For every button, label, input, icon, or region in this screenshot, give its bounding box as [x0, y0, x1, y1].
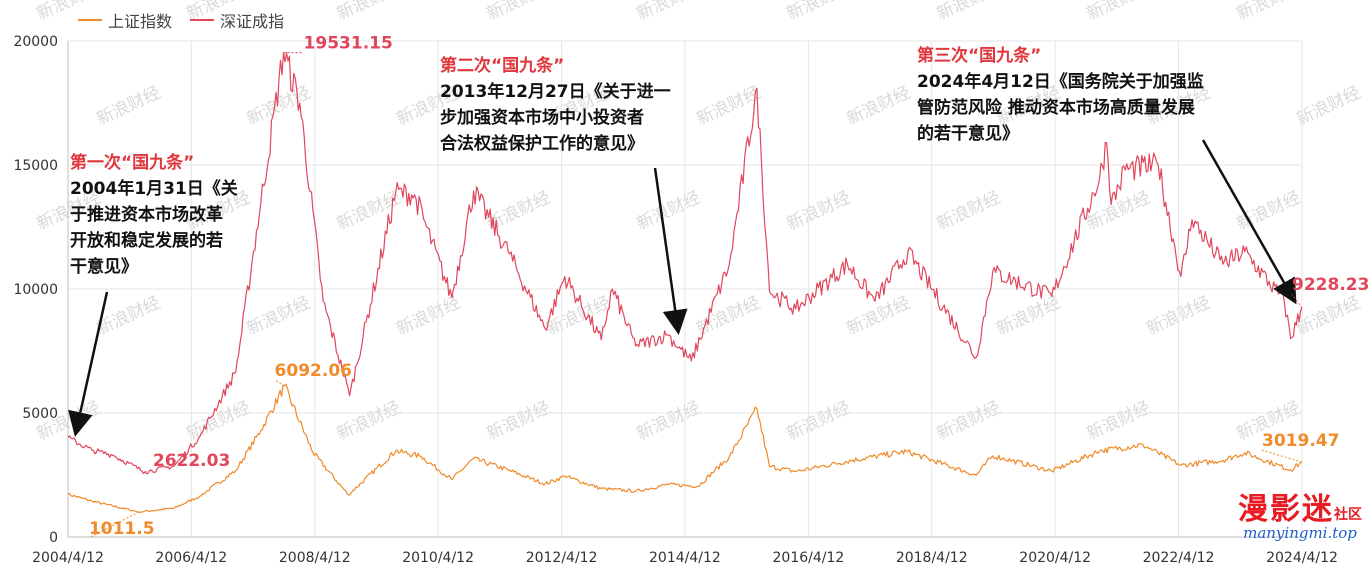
watermark-text: 新浪财经	[634, 398, 704, 445]
watermark-text: 新浪财经	[994, 293, 1064, 340]
legend-item-szse[interactable]: 深证成指	[190, 8, 284, 32]
series-line-sse	[67, 383, 1303, 514]
x-tick-label: 2006/4/12	[155, 550, 227, 566]
watermark-text: 新浪财经	[634, 188, 704, 235]
annotation-first-line: 干意见》	[70, 257, 138, 277]
watermark-text: 新浪财经	[634, 0, 704, 25]
watermark-text: 新浪财经	[934, 398, 1004, 445]
legend-swatch-szse	[190, 19, 215, 21]
data-label: 19531.15	[304, 34, 393, 54]
axes: 0 5000 10000 15000 20000 2004/4/12 2006/4/12 20…	[13, 34, 1337, 566]
x-tick-label: 2012/4/12	[526, 550, 598, 566]
annotation-second-line: 合法权益保护工作的意见》	[440, 134, 644, 154]
data-label: 3019.47	[1262, 431, 1339, 451]
y-tick-label: 0	[49, 530, 58, 546]
annotation-arrows	[68, 139, 1297, 437]
watermark-text: 新浪财经	[1234, 0, 1304, 25]
x-tick-label: 2024/4/12	[1266, 550, 1338, 566]
annotation-third-line: 的若干意见》	[917, 124, 1019, 144]
annotation-third: 第三次“国九条” 2024年4月12日《国务院关于加强监 管防范风险 推动资本市…	[917, 43, 1204, 147]
watermark-text: 新浪财经	[844, 83, 914, 130]
x-tick-label: 2022/4/12	[1143, 550, 1215, 566]
watermark-text: 新浪财经	[934, 0, 1004, 25]
watermark-main: 漫影迷	[1238, 492, 1334, 527]
series-line-szse	[67, 52, 1303, 475]
watermark-url: manyingmi.top	[1243, 524, 1357, 542]
watermark-text: 新浪财经	[784, 398, 854, 445]
legend-label-sse: 上证指数	[108, 12, 173, 31]
watermark-text: 新浪财经	[1084, 0, 1154, 25]
legend-label-szse: 深证成指	[220, 12, 285, 31]
annotation-first-title: 第一次“国九条”	[70, 153, 195, 173]
annotation-third-line: 管防范风险 推动资本市场高质量发展	[917, 98, 1195, 118]
watermark-text: 新浪财经	[484, 0, 554, 25]
data-label-leader	[88, 511, 140, 539]
annotation-second-line: 步加强资本市场中小投资者	[440, 108, 644, 128]
y-tick-label: 10000	[13, 282, 58, 298]
data-label: 2622.03	[153, 451, 230, 471]
annotation-second-title: 第二次“国九条”	[440, 56, 565, 76]
x-tick-label: 2016/4/12	[773, 550, 845, 566]
legend-item-sse[interactable]: 上证指数	[78, 8, 172, 32]
watermark-text: 新浪财经	[784, 0, 854, 25]
y-tick-label: 5000	[22, 406, 58, 422]
series-layer	[67, 52, 1303, 514]
watermark-logo: 漫影迷社区 manyingmi.top	[1238, 484, 1362, 542]
annotation-arrow	[653, 167, 688, 335]
annotation-first-line: 2004年1月31日《关	[70, 179, 238, 199]
data-label-leader	[274, 379, 285, 387]
watermark-text: 新浪财经	[334, 398, 404, 445]
watermark-text: 新浪财经	[1084, 398, 1154, 445]
watermark-text: 新浪财经	[394, 293, 464, 340]
annotation-third-title: 第三次“国九条”	[917, 46, 1042, 66]
legend: 上证指数 深证成指	[78, 8, 284, 32]
x-tick-label: 2014/4/12	[649, 550, 721, 566]
watermark-text: 新浪财经	[1294, 293, 1364, 340]
watermark-text: 新浪财经	[244, 293, 314, 340]
x-tick-label: 2010/4/12	[402, 550, 474, 566]
watermark-text: 新浪财经	[334, 188, 404, 235]
annotation-first-line: 开放和稳定发展的若	[70, 231, 223, 251]
data-label: 9228.23	[1292, 275, 1368, 295]
annotation-second: 第二次“国九条” 2013年12月27日《关于进一 步加强资本市场中小投资者 合…	[440, 53, 671, 157]
x-tick-label: 2020/4/12	[1019, 550, 1091, 566]
y-tick-label: 20000	[13, 34, 58, 50]
watermark-text: 新浪财经	[844, 293, 914, 340]
annotation-arrow	[1201, 139, 1297, 305]
watermark-text: 新浪财经	[784, 188, 854, 235]
legend-swatch-sse	[78, 19, 102, 21]
annotation-third-line: 2024年4月12日《国务院关于加强监	[917, 72, 1204, 92]
watermark-text: 新浪财经	[94, 83, 164, 130]
data-label-leader	[1261, 449, 1303, 463]
x-tick-label: 2008/4/12	[279, 550, 351, 566]
annotation-first-line: 于推进资本市场改革	[70, 205, 223, 225]
x-tick-label: 2018/4/12	[896, 550, 968, 566]
watermark-text: 新浪财经	[934, 188, 1004, 235]
annotation-arrow	[68, 291, 109, 437]
data-label-leader	[144, 469, 153, 473]
watermark-text: 新浪财经	[484, 398, 554, 445]
watermark-text: 新浪财经	[694, 293, 764, 340]
data-labels: 19531.15 6092.06 2622.03 1011.5 9228.23 3019.…	[88, 34, 1368, 539]
data-label: 6092.06	[275, 361, 352, 381]
data-label-leader	[1291, 293, 1303, 309]
x-tick-label: 2004/4/12	[32, 550, 104, 566]
data-label: 1011.5	[89, 519, 155, 539]
watermark-suffix: 社区	[1334, 507, 1362, 523]
watermark-text: 新浪财经	[334, 0, 404, 25]
annotation-second-line: 2013年12月27日《关于进一	[440, 82, 671, 102]
y-tick-label: 15000	[13, 158, 58, 174]
watermark-text: 新浪财经	[1294, 83, 1364, 130]
annotation-first: 第一次“国九条” 2004年1月31日《关 于推进资本市场改革 开放和稳定发展的…	[70, 150, 238, 280]
